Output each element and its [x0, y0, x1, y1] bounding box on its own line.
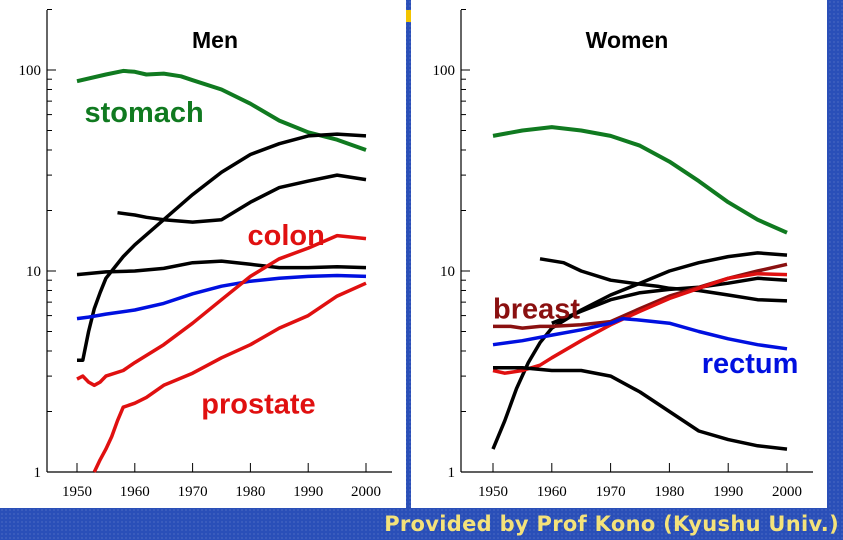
men-x-tick-label: 1970 [178, 484, 208, 500]
women-chart-title: Women [586, 27, 669, 53]
women-label-rectum: rectum [702, 348, 799, 380]
women-series-line-4 [551, 276, 788, 325]
women-series-line-7 [492, 316, 788, 351]
men-series-line-3 [117, 173, 367, 224]
men-chart-title: Men [192, 27, 238, 53]
men-chart: 1 10 100 1950 1960 1970 1980 1990 2000 Men stomach… [19, 8, 392, 500]
men-y-tick-label: 10 [26, 264, 41, 280]
women-x-tick-label: 1990 [713, 484, 743, 500]
men-series-line-5 [76, 273, 367, 321]
men-label-prostate: prostate [201, 389, 315, 421]
men-x-tick-label: 2000 [351, 484, 381, 500]
men-series-line-6 [76, 233, 367, 388]
women-x-tick-label: 1960 [537, 484, 567, 500]
men-x-tick-label: 1960 [120, 484, 150, 500]
credit-footer: Provided by Prof Kono (Kyushu Univ.) [384, 512, 839, 536]
women-series-line-2 [539, 257, 788, 303]
women-chart: 1 10 100 1950 1960 1970 1980 1990 2000 Women breas… [433, 8, 813, 500]
men-label-stomach: stomach [85, 97, 204, 129]
women-x-tick-label: 1970 [596, 484, 626, 500]
women-chart-panel: 1 10 100 1950 1960 1970 1980 1990 2000 Women breas… [411, 0, 827, 508]
women-y-tick-label: 1 [448, 465, 456, 481]
men-series-line-1 [76, 68, 367, 152]
men-series-line-7 [92, 281, 367, 473]
women-series-line-1 [492, 125, 788, 235]
women-label-breast: breast [493, 294, 580, 326]
men-label-colon: colon [248, 220, 325, 252]
men-y-tick-label: 1 [34, 465, 42, 481]
men-chart-panel: 1 10 100 1950 1960 1970 1980 1990 2000 Men stomach… [0, 0, 406, 508]
women-series-line-8 [493, 366, 788, 451]
women-y-tick-label: 100 [433, 63, 456, 79]
women-x-tick-label: 2000 [772, 484, 802, 500]
men-x-tick-label: 1990 [293, 484, 323, 500]
men-y-tick-label: 100 [19, 63, 42, 79]
men-x-tick-label: 1980 [235, 484, 265, 500]
men-series-line-4 [76, 259, 367, 277]
accent-bar [406, 10, 411, 22]
women-series-line-3 [491, 251, 788, 450]
women-x-tick-label: 1980 [654, 484, 684, 500]
women-x-tick-label: 1950 [478, 484, 508, 500]
men-series-line-2 [77, 132, 367, 362]
men-x-tick-label: 1950 [62, 484, 92, 500]
women-y-tick-label: 10 [440, 264, 455, 280]
